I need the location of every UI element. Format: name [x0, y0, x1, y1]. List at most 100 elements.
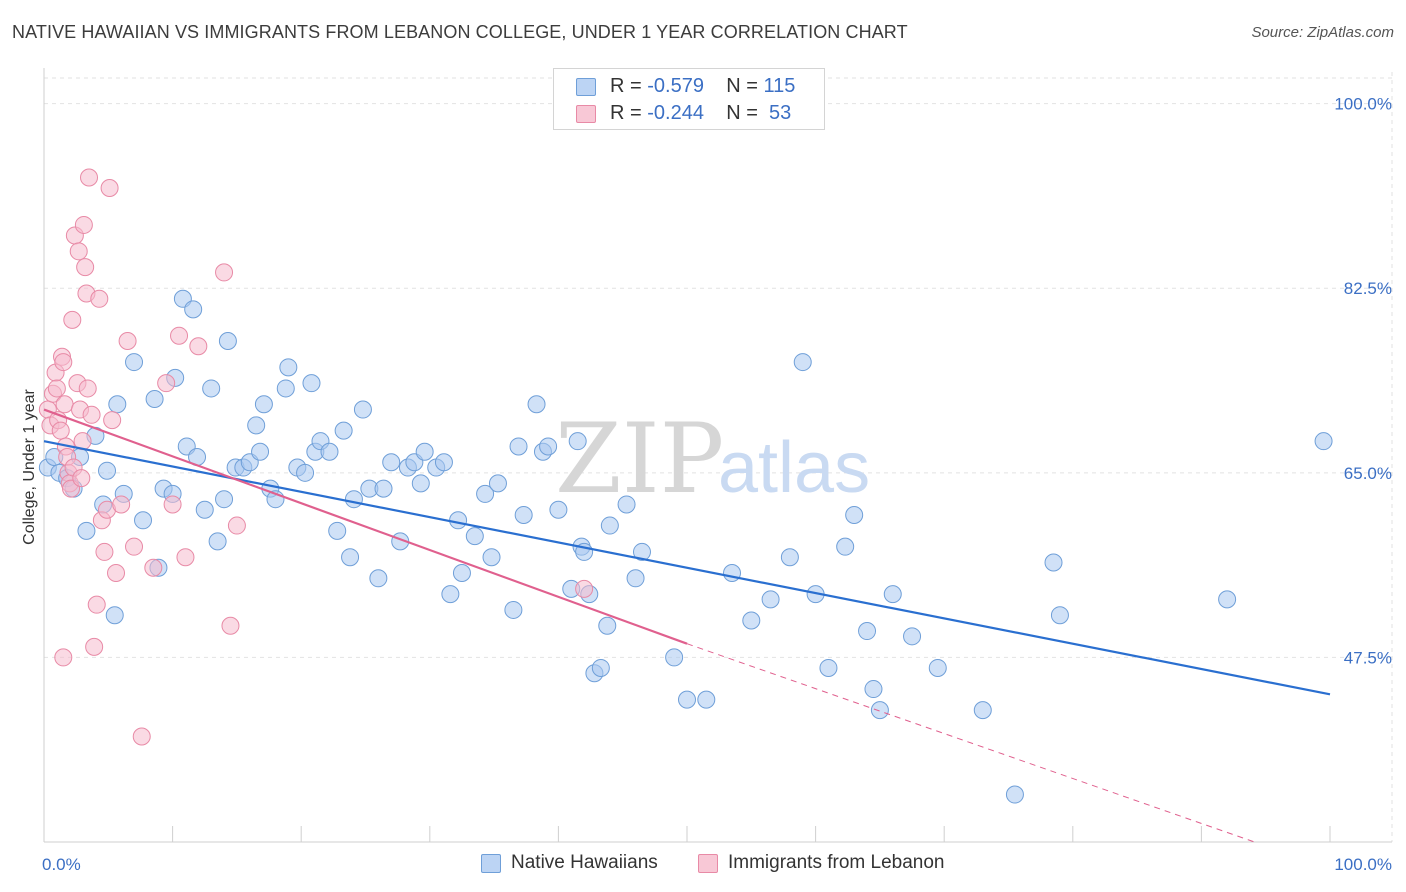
- point-immigrant-lebanon: [55, 395, 74, 414]
- point-native-hawaiian: [883, 585, 902, 604]
- point-immigrant-lebanon: [72, 469, 91, 488]
- legend-n-value: 115: [763, 75, 796, 97]
- series-immigrants-lebanon: [38, 168, 594, 746]
- point-native-hawaiian: [903, 627, 922, 646]
- point-immigrant-lebanon: [132, 727, 151, 746]
- point-immigrant-lebanon: [54, 353, 73, 372]
- point-native-hawaiian: [145, 389, 164, 408]
- legend-n-value: 53: [769, 102, 792, 124]
- point-immigrant-lebanon: [144, 558, 163, 577]
- x-tick-label: 0.0%: [42, 855, 81, 874]
- point-immigrant-lebanon: [170, 326, 189, 345]
- point-native-hawaiian: [761, 590, 780, 609]
- point-immigrant-lebanon: [78, 379, 97, 398]
- point-native-hawaiian: [665, 648, 684, 667]
- point-native-hawaiian: [870, 701, 889, 720]
- point-native-hawaiian: [1218, 590, 1237, 609]
- point-native-hawaiian: [98, 461, 117, 480]
- point-native-hawaiian: [369, 569, 388, 588]
- point-immigrant-lebanon: [69, 242, 88, 261]
- point-native-hawaiian: [780, 548, 799, 567]
- grid-lines: [44, 72, 1393, 842]
- point-native-hawaiian: [617, 495, 636, 514]
- legend-r-label: R =: [610, 102, 642, 124]
- point-immigrant-lebanon: [575, 579, 594, 598]
- point-native-hawaiian: [374, 479, 393, 498]
- point-immigrant-lebanon: [112, 495, 131, 514]
- point-native-hawaiian: [1314, 432, 1333, 451]
- point-immigrant-lebanon: [227, 516, 246, 535]
- point-native-hawaiian: [108, 395, 127, 414]
- y-axis-label: College, Under 1 year: [21, 389, 38, 545]
- y-tick-label: 47.5%: [1344, 648, 1392, 667]
- point-native-hawaiian: [626, 569, 645, 588]
- watermark-zip: ZIP: [555, 403, 724, 515]
- point-immigrant-lebanon: [221, 616, 240, 635]
- point-native-hawaiian: [382, 453, 401, 472]
- point-native-hawaiian: [864, 680, 883, 699]
- point-native-hawaiian: [441, 585, 460, 604]
- point-native-hawaiian: [215, 490, 234, 509]
- point-native-hawaiian: [452, 564, 471, 583]
- point-immigrant-lebanon: [100, 179, 119, 198]
- point-native-hawaiian: [184, 300, 203, 319]
- point-native-hawaiian: [344, 490, 363, 509]
- legend-r-value: -0.244: [647, 102, 704, 124]
- watermark: ZIP atlas: [555, 403, 870, 515]
- point-native-hawaiian: [279, 358, 298, 377]
- chart-title: NATIVE HAWAIIAN VS IMMIGRANTS FROM LEBAN…: [12, 22, 908, 42]
- y-tick-label: 82.5%: [1344, 279, 1392, 298]
- point-native-hawaiian: [632, 542, 651, 561]
- series-legend: Native Hawaiians Immigrants from Lebanon: [0, 852, 1406, 878]
- point-immigrant-lebanon: [176, 548, 195, 567]
- point-native-hawaiian: [465, 527, 484, 546]
- point-immigrant-lebanon: [51, 421, 70, 440]
- series-native-hawaiians: [38, 289, 1333, 804]
- y-tick-label: 65.0%: [1344, 464, 1392, 483]
- source-label: Source: ZipAtlas.com: [1251, 24, 1394, 41]
- point-native-hawaiian: [1005, 785, 1024, 804]
- point-native-hawaiian: [341, 548, 360, 567]
- point-native-hawaiian: [195, 500, 214, 519]
- point-native-hawaiian: [328, 521, 347, 540]
- point-native-hawaiian: [549, 500, 568, 519]
- point-native-hawaiian: [678, 690, 696, 709]
- tick-labels: 47.5% 65.0% 82.5% 100.0% 0.0% 100.0%: [42, 95, 1392, 874]
- point-native-hawaiian: [742, 611, 761, 630]
- point-immigrant-lebanon: [63, 310, 82, 329]
- x-tick-label: 100.0%: [1334, 855, 1392, 874]
- point-native-hawaiian: [251, 442, 270, 461]
- point-native-hawaiian: [247, 416, 266, 435]
- trend-line-immigrants-lebanon: [43, 408, 688, 645]
- point-native-hawaiian: [302, 374, 321, 393]
- point-native-hawaiian: [527, 395, 546, 414]
- point-native-hawaiian: [1044, 553, 1063, 572]
- legend-swatch-pink: [698, 854, 718, 873]
- point-native-hawaiian: [514, 506, 533, 525]
- point-native-hawaiian: [836, 537, 855, 556]
- legend-n-label: N =: [726, 75, 758, 97]
- point-immigrant-lebanon: [47, 379, 66, 398]
- point-native-hawaiian: [482, 548, 501, 567]
- point-immigrant-lebanon: [54, 648, 73, 667]
- point-immigrant-lebanon: [76, 258, 95, 277]
- point-native-hawaiian: [793, 353, 812, 372]
- point-immigrant-lebanon: [103, 411, 122, 430]
- y-tick-label: 100.0%: [1334, 95, 1392, 114]
- point-native-hawaiian: [296, 463, 315, 482]
- point-native-hawaiian: [819, 658, 838, 677]
- point-native-hawaiian: [208, 532, 227, 551]
- point-immigrant-lebanon: [82, 405, 101, 424]
- point-native-hawaiian: [858, 622, 877, 641]
- legend-r-value: -0.579: [647, 75, 704, 97]
- point-immigrant-lebanon: [90, 289, 109, 308]
- point-native-hawaiian: [276, 379, 295, 398]
- point-native-hawaiian: [476, 484, 495, 503]
- point-native-hawaiian: [600, 516, 619, 535]
- point-native-hawaiian: [697, 690, 716, 709]
- point-immigrant-lebanon: [163, 495, 182, 514]
- trend-line-native-hawaiians: [43, 440, 1331, 696]
- point-native-hawaiian: [488, 474, 507, 493]
- point-native-hawaiian: [509, 437, 528, 456]
